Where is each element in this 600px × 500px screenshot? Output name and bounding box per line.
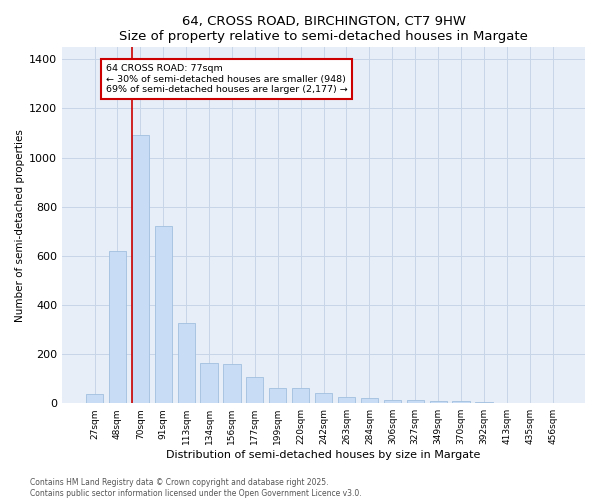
- Bar: [430, 401, 447, 403]
- Bar: [132, 136, 149, 403]
- Bar: [315, 394, 332, 403]
- Title: 64, CROSS ROAD, BIRCHINGTON, CT7 9HW
Size of property relative to semi-detached : 64, CROSS ROAD, BIRCHINGTON, CT7 9HW Siz…: [119, 15, 528, 43]
- Bar: [155, 226, 172, 403]
- Bar: [475, 402, 493, 403]
- Bar: [86, 394, 103, 403]
- Y-axis label: Number of semi-detached properties: Number of semi-detached properties: [15, 128, 25, 322]
- Bar: [178, 324, 195, 403]
- Bar: [452, 401, 470, 403]
- Bar: [200, 362, 218, 403]
- Bar: [269, 388, 286, 403]
- Text: 64 CROSS ROAD: 77sqm
← 30% of semi-detached houses are smaller (948)
69% of semi: 64 CROSS ROAD: 77sqm ← 30% of semi-detac…: [106, 64, 348, 94]
- Bar: [338, 397, 355, 403]
- Bar: [384, 400, 401, 403]
- Bar: [246, 378, 263, 403]
- X-axis label: Distribution of semi-detached houses by size in Margate: Distribution of semi-detached houses by …: [166, 450, 481, 460]
- Bar: [223, 364, 241, 403]
- Bar: [292, 388, 309, 403]
- Bar: [361, 398, 378, 403]
- Bar: [407, 400, 424, 403]
- Text: Contains HM Land Registry data © Crown copyright and database right 2025.
Contai: Contains HM Land Registry data © Crown c…: [30, 478, 362, 498]
- Bar: [109, 251, 126, 403]
